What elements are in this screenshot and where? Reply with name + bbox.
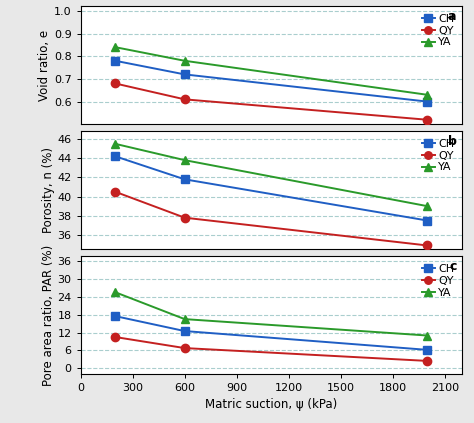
YA bbox=[182, 158, 188, 163]
Legend: CH, QY, YA: CH, QY, YA bbox=[419, 12, 456, 49]
Y-axis label: Porosity, n (%): Porosity, n (%) bbox=[42, 147, 55, 233]
CH bbox=[182, 329, 188, 334]
Line: QY: QY bbox=[111, 333, 432, 365]
QY bbox=[112, 335, 118, 340]
Line: YA: YA bbox=[111, 43, 432, 99]
Text: c: c bbox=[449, 260, 456, 273]
Line: YA: YA bbox=[111, 140, 432, 210]
QY bbox=[425, 117, 430, 122]
YA bbox=[425, 203, 430, 209]
YA bbox=[112, 45, 118, 50]
QY bbox=[425, 243, 430, 248]
Line: CH: CH bbox=[111, 152, 432, 225]
Line: CH: CH bbox=[111, 312, 432, 354]
YA bbox=[182, 316, 188, 321]
Text: a: a bbox=[448, 10, 456, 23]
QY bbox=[182, 346, 188, 351]
Legend: CH, QY, YA: CH, QY, YA bbox=[419, 137, 456, 175]
Text: b: b bbox=[447, 135, 456, 148]
Y-axis label: Void ratio, e: Void ratio, e bbox=[38, 30, 51, 101]
Legend: CH, QY, YA: CH, QY, YA bbox=[419, 262, 456, 300]
CH bbox=[112, 58, 118, 63]
CH bbox=[425, 347, 430, 352]
QY bbox=[182, 97, 188, 102]
QY bbox=[112, 81, 118, 86]
QY bbox=[182, 215, 188, 220]
YA bbox=[425, 92, 430, 97]
CH bbox=[425, 99, 430, 104]
Line: CH: CH bbox=[111, 57, 432, 106]
YA bbox=[182, 58, 188, 63]
X-axis label: Matric suction, ψ (kPa): Matric suction, ψ (kPa) bbox=[205, 398, 337, 411]
YA bbox=[112, 141, 118, 146]
Line: YA: YA bbox=[111, 288, 432, 340]
YA bbox=[425, 333, 430, 338]
Line: QY: QY bbox=[111, 188, 432, 250]
Y-axis label: Pore area ratio, PAR (%): Pore area ratio, PAR (%) bbox=[42, 245, 55, 386]
CH bbox=[112, 154, 118, 159]
CH bbox=[182, 177, 188, 182]
QY bbox=[112, 189, 118, 194]
QY bbox=[425, 358, 430, 363]
CH bbox=[182, 72, 188, 77]
CH bbox=[425, 218, 430, 223]
YA bbox=[112, 290, 118, 295]
Line: QY: QY bbox=[111, 79, 432, 124]
CH bbox=[112, 313, 118, 319]
